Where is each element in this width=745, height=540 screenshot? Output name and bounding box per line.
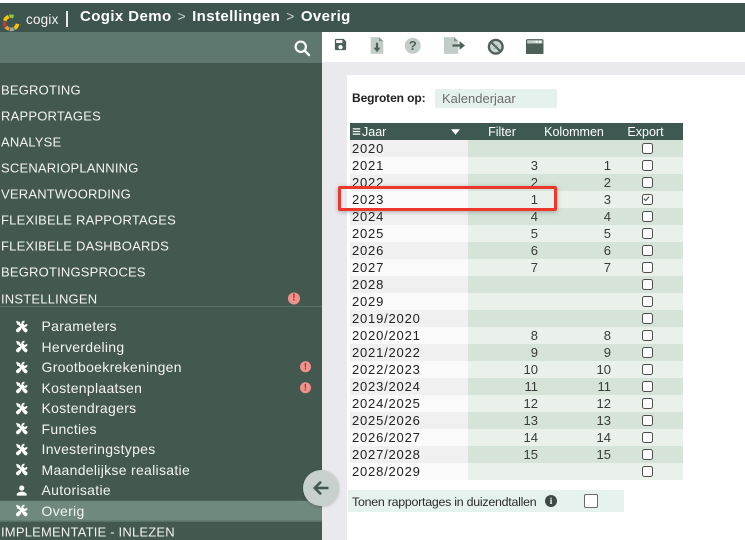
svg-text:?: ?	[409, 38, 417, 53]
